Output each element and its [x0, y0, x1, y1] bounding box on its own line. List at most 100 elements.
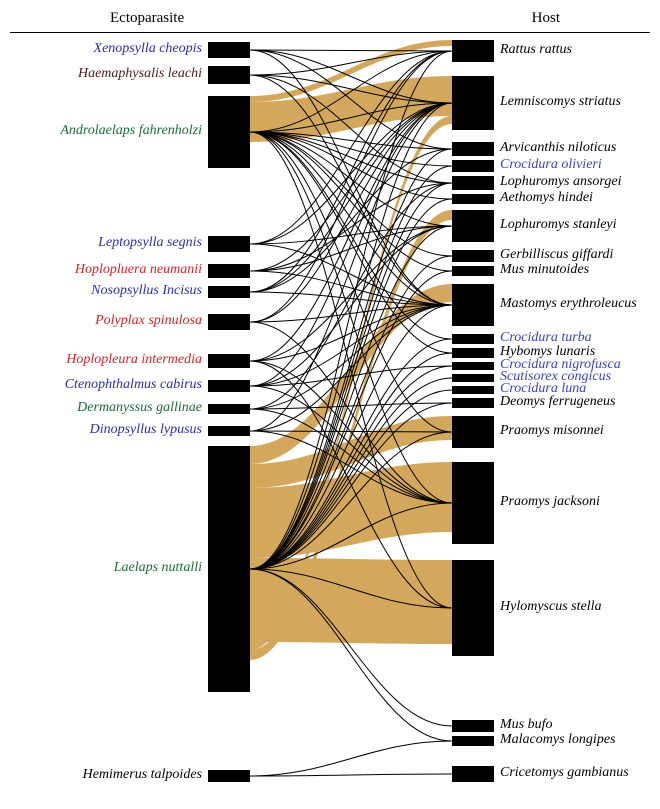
- host-label: Lophuromys stanleyi: [500, 217, 617, 233]
- link: [250, 305, 452, 431]
- link: [250, 271, 452, 569]
- host-bar: [452, 40, 494, 62]
- link: [250, 390, 452, 569]
- ectoparasite-bar: [208, 314, 250, 330]
- link: [250, 403, 452, 409]
- host-bar: [452, 284, 494, 326]
- ectoparasite-label: Hoplopluera neumanii: [75, 262, 202, 278]
- link: [250, 149, 452, 292]
- link: [250, 292, 452, 305]
- link: [250, 361, 452, 503]
- link: [250, 76, 452, 142]
- host-bar: [452, 374, 494, 382]
- host-bar: [452, 142, 494, 156]
- host-label: Arvicanthis niloticus: [500, 140, 616, 156]
- link: [250, 50, 452, 51]
- header-left: Ectoparasite: [110, 10, 184, 27]
- host-bar: [452, 160, 494, 172]
- link: [250, 226, 452, 569]
- link: [250, 51, 452, 322]
- link: [250, 132, 452, 353]
- link: [250, 271, 452, 305]
- ectoparasite-label: Polyplax spinulosa: [95, 313, 202, 329]
- link: [250, 305, 452, 322]
- header-right: Host: [532, 10, 560, 27]
- ectoparasite-bar: [208, 380, 250, 392]
- link: [250, 132, 452, 199]
- link: [250, 305, 452, 569]
- link: [250, 103, 452, 132]
- host-bar: [452, 334, 494, 344]
- link: [250, 183, 452, 409]
- link: [250, 503, 452, 569]
- host-bar: [452, 736, 494, 746]
- link: [250, 51, 452, 75]
- link: [250, 103, 452, 569]
- link: [250, 132, 452, 339]
- link: [250, 103, 452, 271]
- link: [250, 339, 452, 569]
- link: [250, 75, 452, 103]
- host-label: Praomys misonnei: [500, 423, 604, 439]
- host-bar: [452, 266, 494, 276]
- host-label: Malacomys longipes: [500, 732, 615, 748]
- link: [250, 322, 452, 503]
- link: [250, 199, 452, 569]
- link: [250, 149, 452, 569]
- link: [250, 116, 452, 650]
- ectoparasite-label: Hemimerus talpoides: [83, 767, 202, 783]
- link: [250, 386, 452, 503]
- link: [250, 305, 452, 361]
- link: [250, 284, 452, 464]
- link: [250, 103, 452, 386]
- link: [250, 226, 452, 244]
- link: [250, 50, 452, 103]
- ectoparasite-label: Dinopsyllus lypusus: [90, 422, 202, 438]
- link: [250, 51, 452, 132]
- link: [250, 132, 452, 271]
- link: [250, 244, 452, 305]
- ectoparasite-label: Leptopsylla segnis: [98, 235, 202, 251]
- host-bar: [452, 348, 494, 358]
- host-label: Mus bufo: [500, 717, 553, 733]
- link: [250, 361, 452, 608]
- ectoparasite-label: Hoplopleura intermedia: [66, 352, 202, 368]
- link: [250, 366, 452, 569]
- link: [250, 132, 452, 166]
- ectoparasite-label: Androlaelaps fahrenholzi: [60, 123, 202, 139]
- link: [250, 416, 452, 488]
- ectoparasite-bar: [208, 264, 250, 278]
- link: [250, 569, 452, 741]
- host-bar: [452, 766, 494, 782]
- host-label: Lemniscomys striatus: [500, 94, 621, 110]
- link: [250, 432, 452, 569]
- host-label: Praomys jacksoni: [500, 494, 600, 510]
- link: [250, 558, 452, 644]
- host-bar: [452, 398, 494, 408]
- link: [250, 226, 452, 361]
- link: [250, 256, 452, 569]
- host-bar: [452, 194, 494, 204]
- ectoparasite-label: Laelaps nuttalli: [114, 560, 202, 576]
- host-label: Mus minutoides: [500, 262, 589, 278]
- ectoparasite-bar: [208, 446, 250, 692]
- ectoparasite-bar: [208, 426, 250, 436]
- link: [250, 366, 452, 386]
- link: [250, 183, 452, 569]
- link: [250, 132, 452, 149]
- link: [250, 50, 452, 305]
- ectoparasite-label: Nosopsyllus Incisus: [91, 283, 202, 299]
- link: [250, 569, 452, 608]
- link: [250, 431, 452, 432]
- ectoparasite-bar: [208, 96, 250, 168]
- link: [250, 403, 452, 569]
- ectoparasite-label: Xenopsylla cheopis: [94, 41, 202, 57]
- ectoparasite-label: Ctenophthalmus cabirus: [65, 377, 202, 393]
- link: [250, 40, 452, 102]
- link: [250, 210, 452, 660]
- link: [250, 50, 452, 149]
- link: [250, 103, 452, 431]
- link: [250, 132, 452, 256]
- host-bar: [452, 462, 494, 544]
- host-label: Aethomys hindei: [500, 190, 593, 206]
